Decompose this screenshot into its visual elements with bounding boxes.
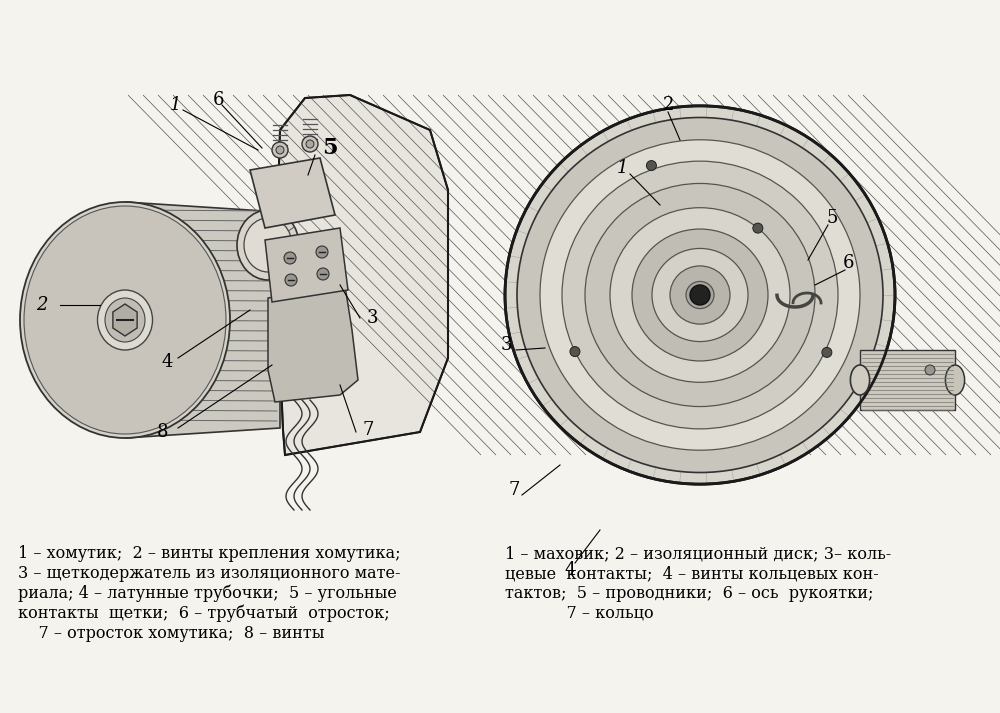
Polygon shape [265, 228, 348, 302]
Circle shape [822, 347, 832, 357]
Text: цевые  контакты;  4 – винты кольцевых кон-: цевые контакты; 4 – винты кольцевых кон- [505, 565, 879, 582]
Circle shape [646, 160, 656, 170]
Ellipse shape [517, 118, 883, 473]
Text: 6: 6 [842, 254, 854, 272]
Ellipse shape [244, 218, 292, 272]
Ellipse shape [24, 206, 226, 434]
Polygon shape [125, 202, 280, 438]
Text: 8: 8 [157, 423, 169, 441]
Text: 6: 6 [212, 91, 224, 109]
Ellipse shape [686, 282, 714, 309]
Ellipse shape [632, 229, 768, 361]
Polygon shape [250, 158, 335, 228]
Ellipse shape [850, 365, 870, 395]
Text: 7: 7 [508, 481, 520, 499]
Circle shape [570, 347, 580, 356]
Circle shape [276, 146, 284, 154]
Ellipse shape [505, 106, 895, 484]
Text: 3: 3 [366, 309, 378, 327]
Ellipse shape [610, 207, 790, 382]
Text: 7 – отросток хомутика;  8 – винты: 7 – отросток хомутика; 8 – винты [18, 625, 324, 642]
Ellipse shape [652, 248, 748, 342]
Ellipse shape [540, 140, 860, 450]
Text: 1: 1 [169, 96, 181, 114]
Text: 5: 5 [826, 209, 838, 227]
Circle shape [306, 140, 314, 148]
Polygon shape [113, 304, 137, 336]
Text: 3: 3 [500, 336, 512, 354]
Text: тактов;  5 – проводники;  6 – ось  рукоятки;: тактов; 5 – проводники; 6 – ось рукоятки… [505, 585, 874, 602]
Ellipse shape [20, 202, 230, 438]
Text: 1 – маховик; 2 – изоляционный диск; 3– коль-: 1 – маховик; 2 – изоляционный диск; 3– к… [505, 545, 891, 562]
Ellipse shape [945, 365, 965, 395]
Text: контакты  щетки;  6 – трубчатый  отросток;: контакты щетки; 6 – трубчатый отросток; [18, 605, 390, 622]
Circle shape [925, 365, 935, 375]
Text: 4: 4 [161, 353, 173, 371]
Ellipse shape [105, 298, 145, 342]
Circle shape [316, 246, 328, 258]
Ellipse shape [585, 183, 815, 406]
Circle shape [317, 268, 329, 280]
Text: 7: 7 [362, 421, 374, 439]
Polygon shape [278, 95, 448, 455]
Ellipse shape [98, 290, 152, 350]
Polygon shape [860, 350, 955, 410]
Text: 2: 2 [662, 96, 674, 114]
Polygon shape [268, 286, 358, 402]
Text: 5: 5 [322, 137, 338, 159]
Text: риала; 4 – латунные трубочки;  5 – угольные: риала; 4 – латунные трубочки; 5 – угольн… [18, 585, 397, 602]
Ellipse shape [670, 266, 730, 324]
Circle shape [690, 285, 710, 305]
Text: 7 – кольцо: 7 – кольцо [505, 605, 654, 622]
Circle shape [302, 136, 318, 152]
Circle shape [272, 142, 288, 158]
Text: 1 – хомутик;  2 – винты крепления хомутика;: 1 – хомутик; 2 – винты крепления хомутик… [18, 545, 401, 562]
Circle shape [753, 223, 763, 233]
Text: 2: 2 [36, 296, 48, 314]
Text: 4: 4 [564, 561, 576, 579]
Circle shape [285, 274, 297, 286]
Circle shape [284, 252, 296, 264]
Ellipse shape [562, 161, 838, 429]
Ellipse shape [237, 210, 299, 280]
Text: 3 – щеткодержатель из изоляционного мате-: 3 – щеткодержатель из изоляционного мате… [18, 565, 400, 582]
Text: 1: 1 [616, 159, 628, 177]
